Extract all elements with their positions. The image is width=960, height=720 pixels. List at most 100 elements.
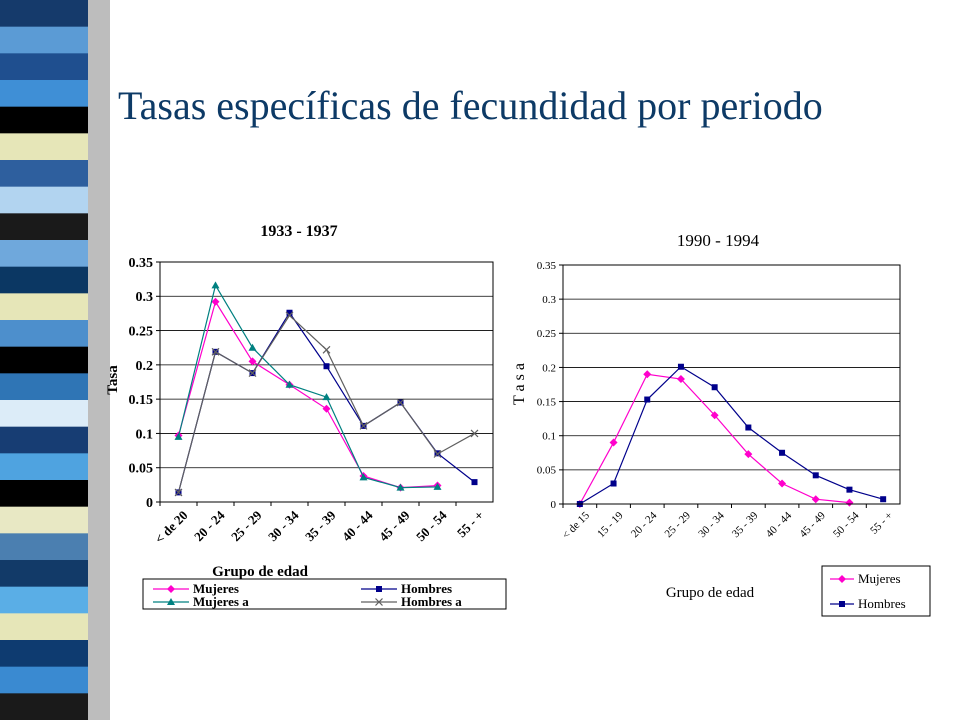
y-tick-label: 0.2 [136,359,154,374]
stripe-block [0,133,88,161]
data-point [644,396,651,403]
data-point [211,347,220,356]
legend-marker [167,585,175,593]
data-point [744,450,753,459]
x-axis-label: Grupo de edad [666,585,755,601]
legend-label: Hombres a [401,594,462,609]
data-point [248,369,257,378]
stripe-block [0,266,88,294]
legend-marker [375,598,383,606]
y-tick-label: 0.3 [542,294,556,306]
series-mujeres [174,297,442,492]
series-hombres-a [174,311,479,497]
y-tick-label: 0 [551,499,557,511]
stripe-block [0,240,88,268]
legend-marker [167,598,175,605]
legend-marker [376,586,382,592]
stripe-block [0,693,88,720]
plot-area [562,264,901,505]
data-point [248,357,257,366]
data-point [846,486,853,493]
x-tick-label: 15 - 19 [595,509,626,540]
data-point [880,496,887,503]
series-line [579,365,884,505]
data-point [174,432,183,440]
data-point [323,363,330,370]
y-tick-label: 0.35 [537,260,557,272]
legend-label: Hombres [401,581,452,596]
legend: Mujeres Hombres [821,565,931,617]
stripe-block [0,106,88,134]
stripe-block [0,666,88,694]
data-point [470,429,479,438]
data-point [248,343,257,351]
chart-title: 1990 - 1994 [677,231,760,250]
x-tick-label: 25 - 29 [663,509,694,540]
x-axis-label: Grupo de edad [212,564,309,580]
data-point [677,363,684,370]
stripe-shadow [88,0,110,720]
data-point [745,424,752,431]
data-point [433,482,442,490]
data-point [322,404,331,413]
data-point [359,421,368,430]
y-tick-label: 0.05 [129,462,154,477]
x-tick-label: 30 - 34 [696,509,727,540]
stripe-block [0,400,88,428]
data-point [322,345,331,354]
stripe-block [0,80,88,108]
x-tick-label: 20 - 24 [629,509,660,540]
y-tick-label: 0.25 [129,324,154,339]
data-point [433,450,442,458]
data-point [211,281,220,289]
stripe-block [0,533,88,561]
data-point [396,398,405,407]
x-tick-label: 50 - 54 [831,509,862,540]
series-line [177,283,438,489]
stripe-block [0,373,88,401]
data-point [174,488,183,497]
data-point [710,411,719,420]
data-point [676,375,685,384]
x-tick-label: < de 20 [152,508,191,547]
y-tick-label: 0.15 [129,393,154,408]
legend-label: Mujeres [858,571,901,586]
data-point [610,480,617,487]
y-axis-label: Tasa [105,365,121,395]
y-tick-label: 0 [146,496,153,511]
stripe-block [0,506,88,534]
x-tick-label: 35 - 39 [302,507,339,544]
x-tick-label: 45 - 49 [797,509,828,540]
x-tick-label: 25 - 29 [228,507,265,544]
decorative-stripe-bar [0,0,110,720]
data-point [811,495,820,504]
chart-title: 1933 - 1937 [260,223,337,240]
y-tick-label: 0.1 [542,431,556,443]
slide-title: Tasas específicas de fecundidad por peri… [118,83,823,128]
stripe-block [0,426,88,454]
series-line [579,373,850,505]
x-tick-label: 45 - 49 [376,507,413,544]
y-tick-labels: 0 0.05 0.1 0.15 0.2 0.25 0.3 0.35 [129,256,154,511]
x-tick-labels: < de 15 15 - 19 20 - 24 25 - 29 30 - 34 35 - … [560,509,895,541]
y-tick-label: 0.25 [537,328,557,340]
stripe-block [0,186,88,214]
y-tick-label: 0.2 [542,362,556,374]
data-point [711,384,718,391]
legend-marker [839,601,845,607]
stripe-block [0,53,88,81]
stripe-block [0,26,88,54]
series-line [177,314,475,493]
data-point [286,309,293,316]
data-point [471,479,478,486]
legend-label: Mujeres a [193,594,249,609]
stripe-block [0,560,88,588]
plot-area [159,261,494,503]
y-axis-label: T a s a [511,363,528,405]
data-point [845,498,854,507]
legend-label: Hombres [858,596,906,611]
stripe-block [0,586,88,614]
data-point [211,297,220,306]
x-tick-label: 35 - 39 [730,509,761,540]
data-point [396,483,405,491]
